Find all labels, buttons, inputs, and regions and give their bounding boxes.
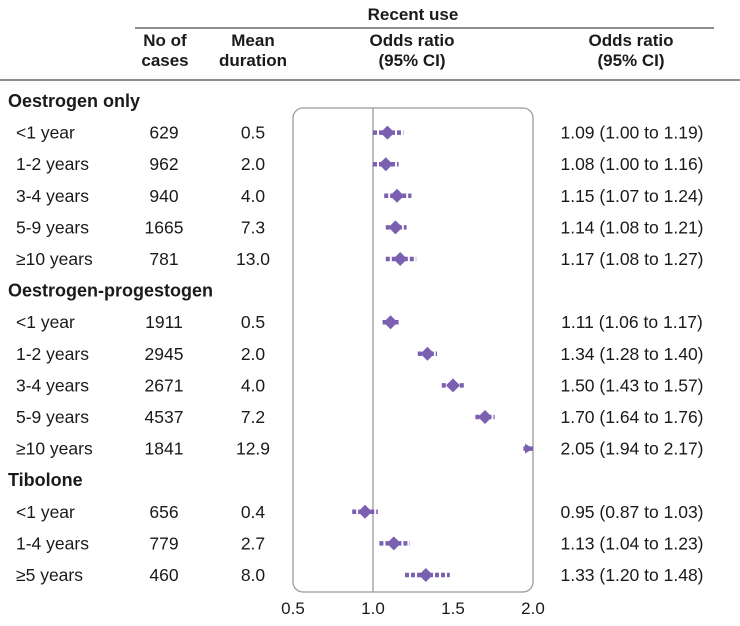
duration-value: 2.0 xyxy=(241,344,266,364)
row-label: 3-4 years xyxy=(16,375,89,395)
duration-header-line2: duration xyxy=(219,51,287,70)
point-estimate-diamond xyxy=(380,125,395,140)
point-estimate-diamond xyxy=(446,378,460,393)
point-estimate-diamond xyxy=(383,315,398,330)
point-estimate-diamond xyxy=(386,536,401,551)
group-heading: Tibolone xyxy=(8,470,83,490)
or-ci-text: 1.17 (1.08 to 1.27) xyxy=(560,249,703,269)
duration-value: 7.2 xyxy=(241,407,265,427)
duration-value: 0.5 xyxy=(241,312,265,332)
or-ci-text: 0.95 (0.87 to 1.03) xyxy=(560,502,703,522)
row-label: 5-9 years xyxy=(16,217,89,237)
plot-header-line1: Odds ratio xyxy=(369,31,454,50)
cases-value: 460 xyxy=(149,565,178,585)
duration-value: 2.0 xyxy=(241,154,266,174)
duration-value: 12.9 xyxy=(236,439,270,459)
or-ci-text: 1.11 (1.06 to 1.17) xyxy=(561,312,703,332)
cases-value: 629 xyxy=(149,123,178,143)
row-label: 1-2 years xyxy=(16,344,89,364)
cases-header-line2: cases xyxy=(141,51,188,70)
cases-value: 1841 xyxy=(145,439,184,459)
table-rows: Oestrogen only <1 year 629 0.5 1.09 (1.00 to… xyxy=(8,91,704,585)
x-axis-ticks: 0.5 1.0 1.5 2.0 xyxy=(281,599,545,618)
point-estimate-diamond xyxy=(418,568,433,582)
row-label: ≥10 years xyxy=(16,439,93,459)
row-label: ≥5 years xyxy=(16,565,83,585)
plot-marks xyxy=(352,125,533,582)
cases-value: 4537 xyxy=(145,407,184,427)
plot-frame xyxy=(292,107,534,593)
duration-value: 0.4 xyxy=(241,502,266,522)
x-tick-label: 1.0 xyxy=(361,599,385,618)
recent-use-title: Recent use xyxy=(368,5,459,24)
group-heading: Oestrogen-progestogen xyxy=(8,281,213,301)
cases-value: 781 xyxy=(149,249,178,269)
duration-value: 2.7 xyxy=(241,533,265,553)
cases-header-line1: No of xyxy=(143,31,187,50)
row-label: 5-9 years xyxy=(16,407,89,427)
or-ci-text: 1.70 (1.64 to 1.76) xyxy=(560,407,703,427)
x-tick-label: 0.5 xyxy=(281,599,305,618)
point-estimate-diamond xyxy=(393,252,408,266)
or-ci-text: 1.08 (1.00 to 1.16) xyxy=(560,154,703,174)
cases-value: 962 xyxy=(149,154,178,174)
point-estimate-diamond xyxy=(478,410,492,424)
row-label: <1 year xyxy=(16,123,75,143)
or-header-line1: Odds ratio xyxy=(588,31,673,50)
duration-value: 13.0 xyxy=(236,249,270,269)
or-ci-text: 1.15 (1.07 to 1.24) xyxy=(560,186,703,206)
row-label: 1-4 years xyxy=(16,533,89,553)
cases-value: 656 xyxy=(149,502,178,522)
or-ci-text: 1.09 (1.00 to 1.19) xyxy=(560,123,703,143)
row-label: <1 year xyxy=(16,502,75,522)
cases-value: 940 xyxy=(149,186,178,206)
row-label: <1 year xyxy=(16,312,75,332)
duration-value: 8.0 xyxy=(241,565,266,585)
or-ci-text: 1.13 (1.04 to 1.23) xyxy=(560,533,703,553)
table-header: Recent use No of cases Mean duration Odd… xyxy=(0,5,740,81)
or-ci-text: 1.34 (1.28 to 1.40) xyxy=(560,344,703,364)
or-ci-text: 1.50 (1.43 to 1.57) xyxy=(560,375,703,395)
point-estimate-diamond xyxy=(388,220,403,235)
cases-value: 2671 xyxy=(145,375,184,395)
point-estimate-diamond xyxy=(378,157,393,172)
or-header-line2: (95% CI) xyxy=(597,51,664,70)
x-tick-label: 1.5 xyxy=(441,599,465,618)
plot-header-line2: (95% CI) xyxy=(378,51,445,70)
point-estimate-diamond xyxy=(390,188,404,203)
row-label: 1-2 years xyxy=(16,154,89,174)
duration-header-line1: Mean xyxy=(231,31,274,50)
row-label: 3-4 years xyxy=(16,186,89,206)
point-estimate-diamond xyxy=(358,504,372,519)
cases-value: 1911 xyxy=(145,312,183,332)
or-ci-text: 1.14 (1.08 to 1.21) xyxy=(560,217,703,237)
cases-value: 2945 xyxy=(145,344,184,364)
point-estimate-diamond xyxy=(420,346,435,361)
ci-clipped-arrow xyxy=(525,443,533,454)
duration-value: 0.5 xyxy=(241,123,265,143)
duration-value: 7.3 xyxy=(241,217,265,237)
or-ci-text: 2.05 (1.94 to 2.17) xyxy=(560,439,703,459)
duration-value: 4.0 xyxy=(241,186,266,206)
or-ci-text: 1.33 (1.20 to 1.48) xyxy=(560,565,703,585)
group-heading: Oestrogen only xyxy=(8,91,140,111)
cases-value: 1665 xyxy=(145,217,184,237)
row-label: ≥10 years xyxy=(16,249,93,269)
cases-value: 779 xyxy=(149,533,178,553)
x-tick-label: 2.0 xyxy=(521,599,545,618)
duration-value: 4.0 xyxy=(241,375,266,395)
